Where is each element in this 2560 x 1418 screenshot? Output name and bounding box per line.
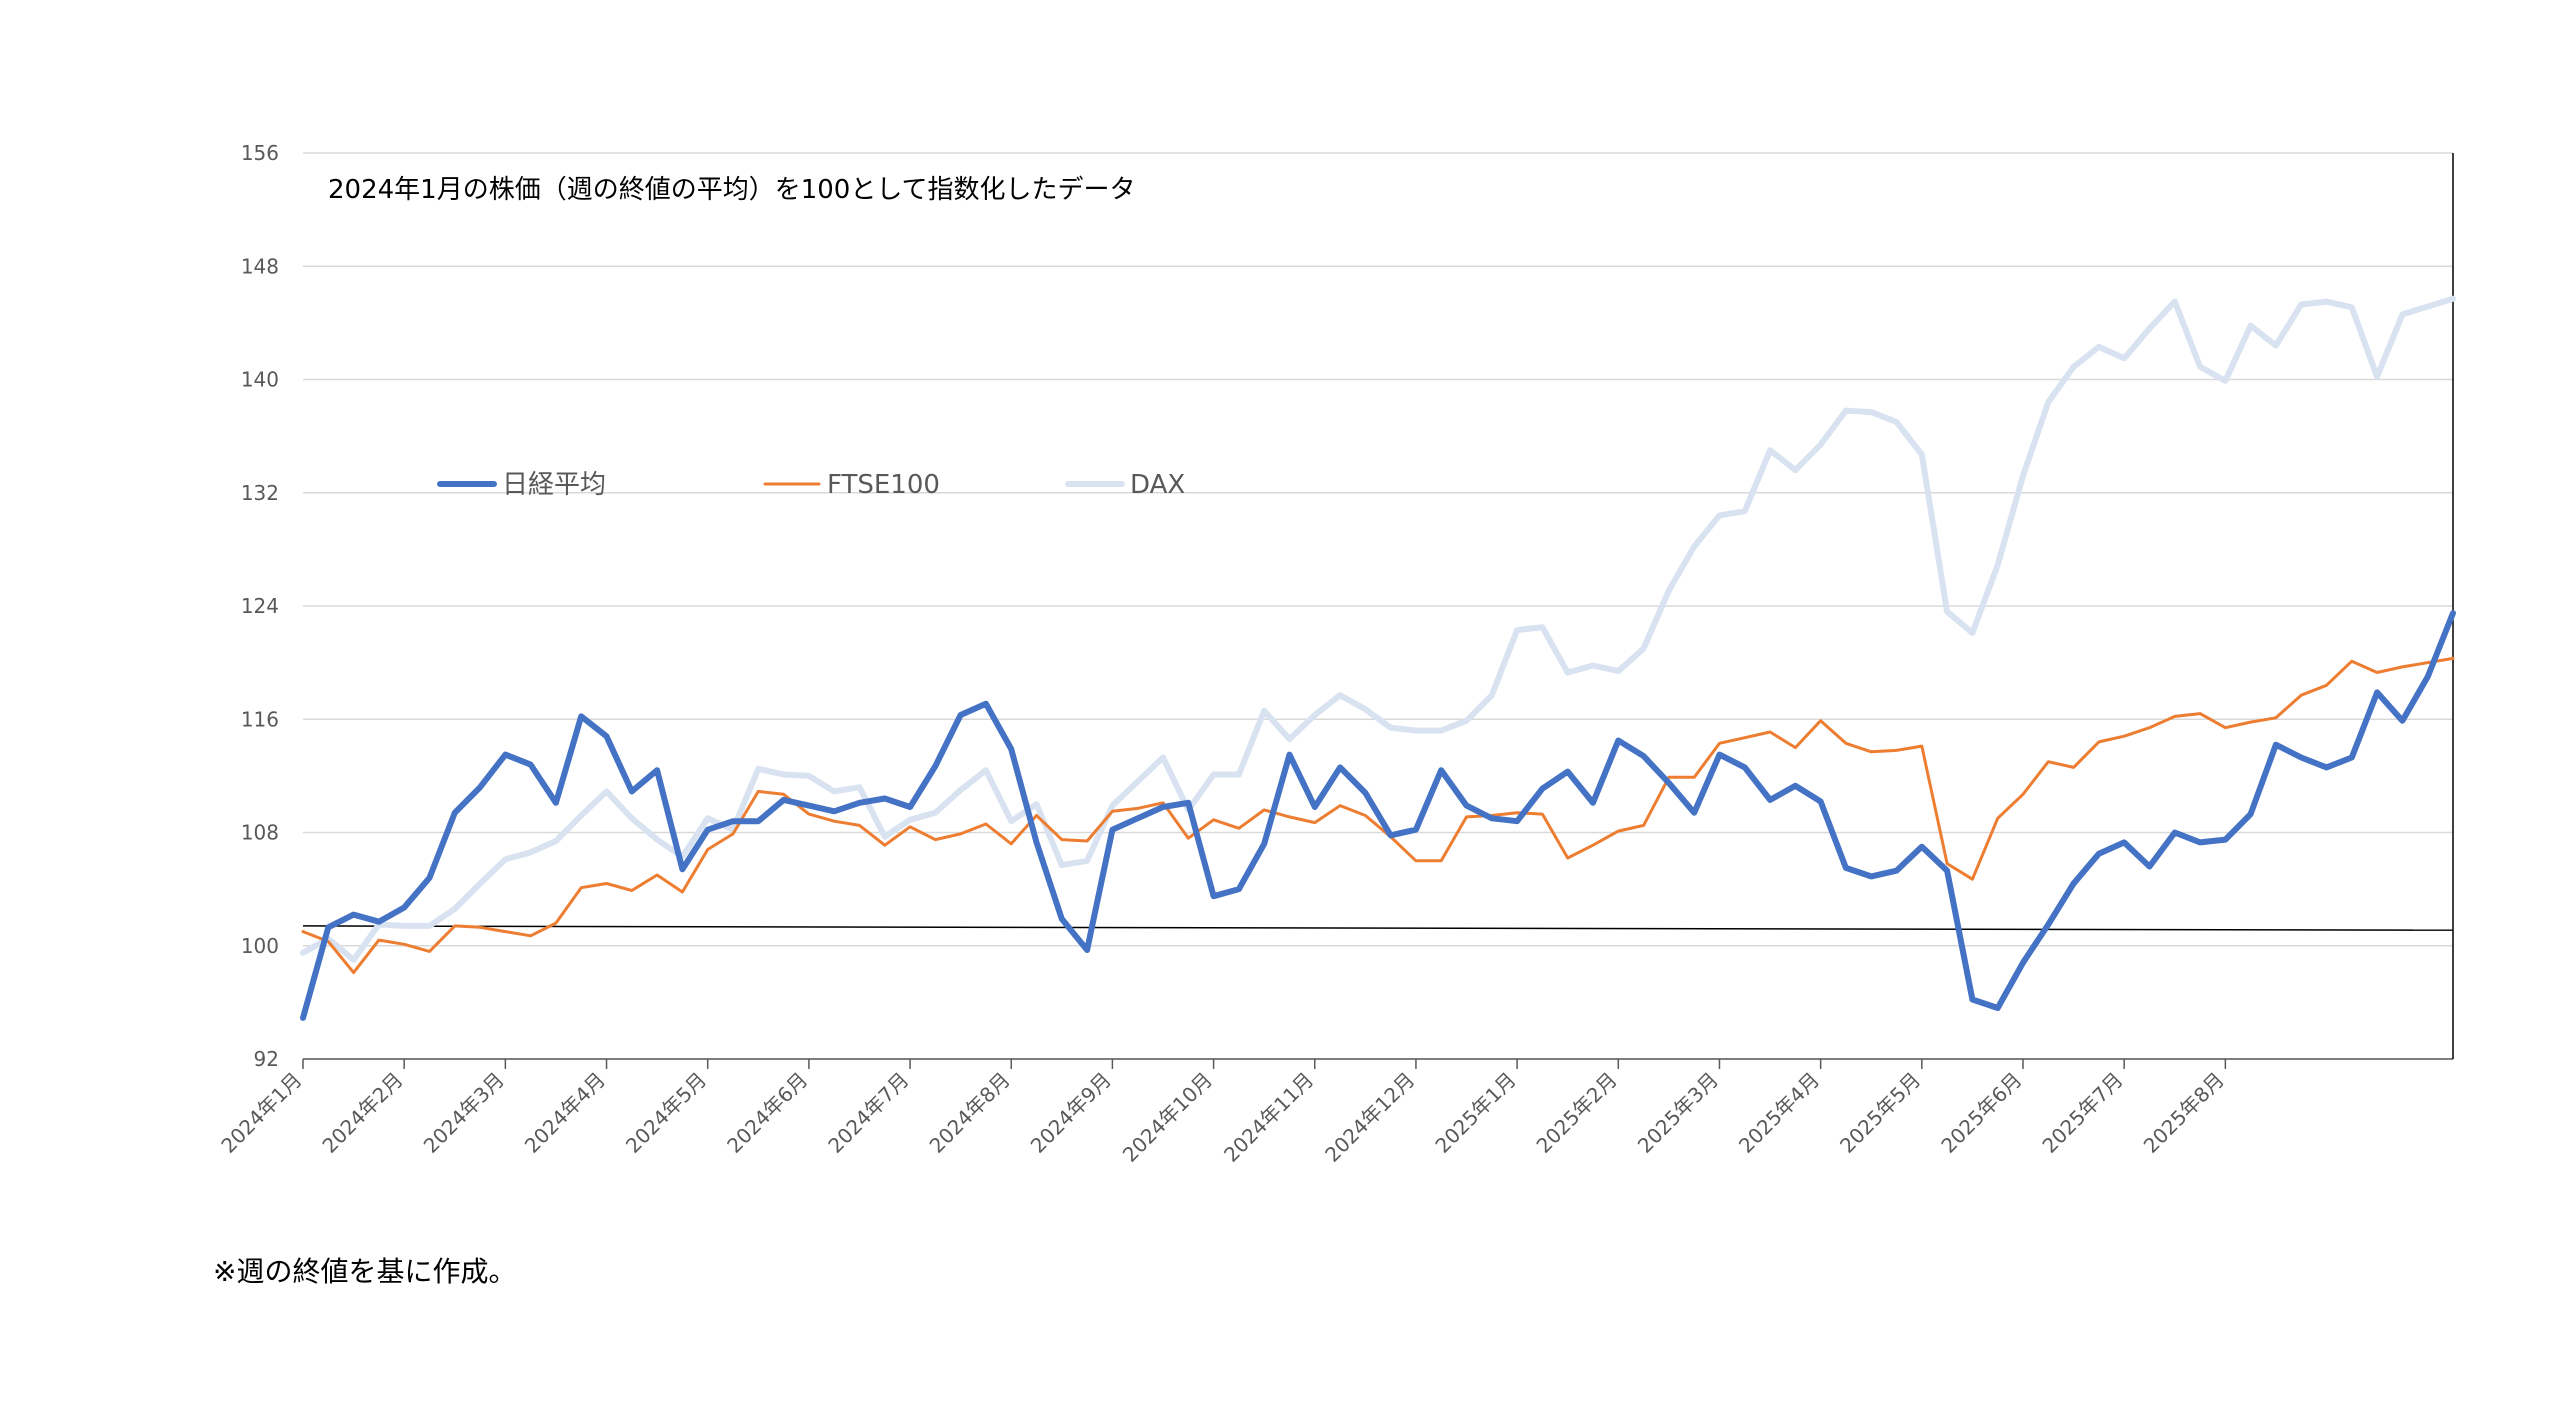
x-tick-label: 2024年6月 bbox=[722, 1068, 812, 1158]
y-tick-label: 92 bbox=[254, 1047, 279, 1071]
x-tick-label: 2025年2月 bbox=[1532, 1068, 1622, 1158]
series-line-2 bbox=[300, 295, 2456, 963]
x-tick-label: 2024年11月 bbox=[1219, 1068, 1318, 1167]
y-tick-label: 148 bbox=[241, 254, 279, 278]
legend-label: FTSE100 bbox=[827, 470, 940, 500]
x-tick-label: 2024年9月 bbox=[1026, 1068, 1116, 1158]
x-tick-label: 2024年3月 bbox=[419, 1068, 509, 1158]
x-tick-label: 2024年10月 bbox=[1118, 1068, 1217, 1167]
y-tick-label: 156 bbox=[241, 141, 279, 165]
x-tick-label: 2025年1月 bbox=[1430, 1068, 1520, 1158]
x-tick-label: 2024年12月 bbox=[1320, 1068, 1419, 1167]
x-tick-label: 2024年8月 bbox=[925, 1068, 1015, 1158]
y-tick-label: 140 bbox=[241, 368, 279, 392]
legend: 日経平均 FTSE100 DAX bbox=[437, 470, 1185, 500]
x-tick-label: 2024年1月 bbox=[216, 1068, 306, 1158]
x-tick-label: 2024年7月 bbox=[823, 1068, 913, 1158]
series-lines bbox=[300, 295, 2456, 1021]
y-tick-label: 124 bbox=[241, 594, 279, 618]
legend-label: DAX bbox=[1130, 470, 1185, 500]
legend-label: 日経平均 bbox=[502, 470, 606, 500]
y-tick-label: 108 bbox=[241, 821, 279, 845]
x-tick-label: 2025年6月 bbox=[1936, 1068, 2026, 1158]
x-tick-label: 2025年3月 bbox=[1633, 1068, 1723, 1158]
x-axis-ticks: 2024年1月 2024年2月 2024年3月 2024年4月 2024年5月 2024年… bbox=[216, 1059, 2229, 1167]
footnote: ※週の終値を基に作成。 bbox=[213, 1255, 517, 1288]
x-tick-label: 2025年4月 bbox=[1734, 1068, 1824, 1158]
series-line-1 bbox=[301, 656, 2455, 975]
x-tick-label: 2025年5月 bbox=[1835, 1068, 1925, 1158]
reference-line bbox=[302, 925, 2454, 931]
y-tick-label: 132 bbox=[241, 481, 279, 505]
y-axis-ticks: 92 100 108 116 124 132 140 148 156 bbox=[241, 141, 279, 1071]
gridlines bbox=[303, 152, 2453, 1060]
x-tick-label: 2024年5月 bbox=[621, 1068, 711, 1158]
y-tick-label: 100 bbox=[241, 934, 279, 958]
reference-line bbox=[302, 925, 2454, 931]
x-tick-label: 2024年4月 bbox=[520, 1068, 610, 1158]
y-tick-label: 116 bbox=[241, 707, 279, 731]
plot-frame bbox=[303, 153, 2454, 1060]
x-tick-label: 2024年2月 bbox=[317, 1068, 407, 1158]
x-tick-label: 2025年8月 bbox=[2139, 1068, 2229, 1158]
chart-subtitle: 2024年1月の株価（週の終値の平均）を100として指数化したデータ bbox=[328, 175, 1136, 205]
x-tick-label: 2025年7月 bbox=[2037, 1068, 2127, 1158]
series-line-0 bbox=[300, 610, 2456, 1021]
